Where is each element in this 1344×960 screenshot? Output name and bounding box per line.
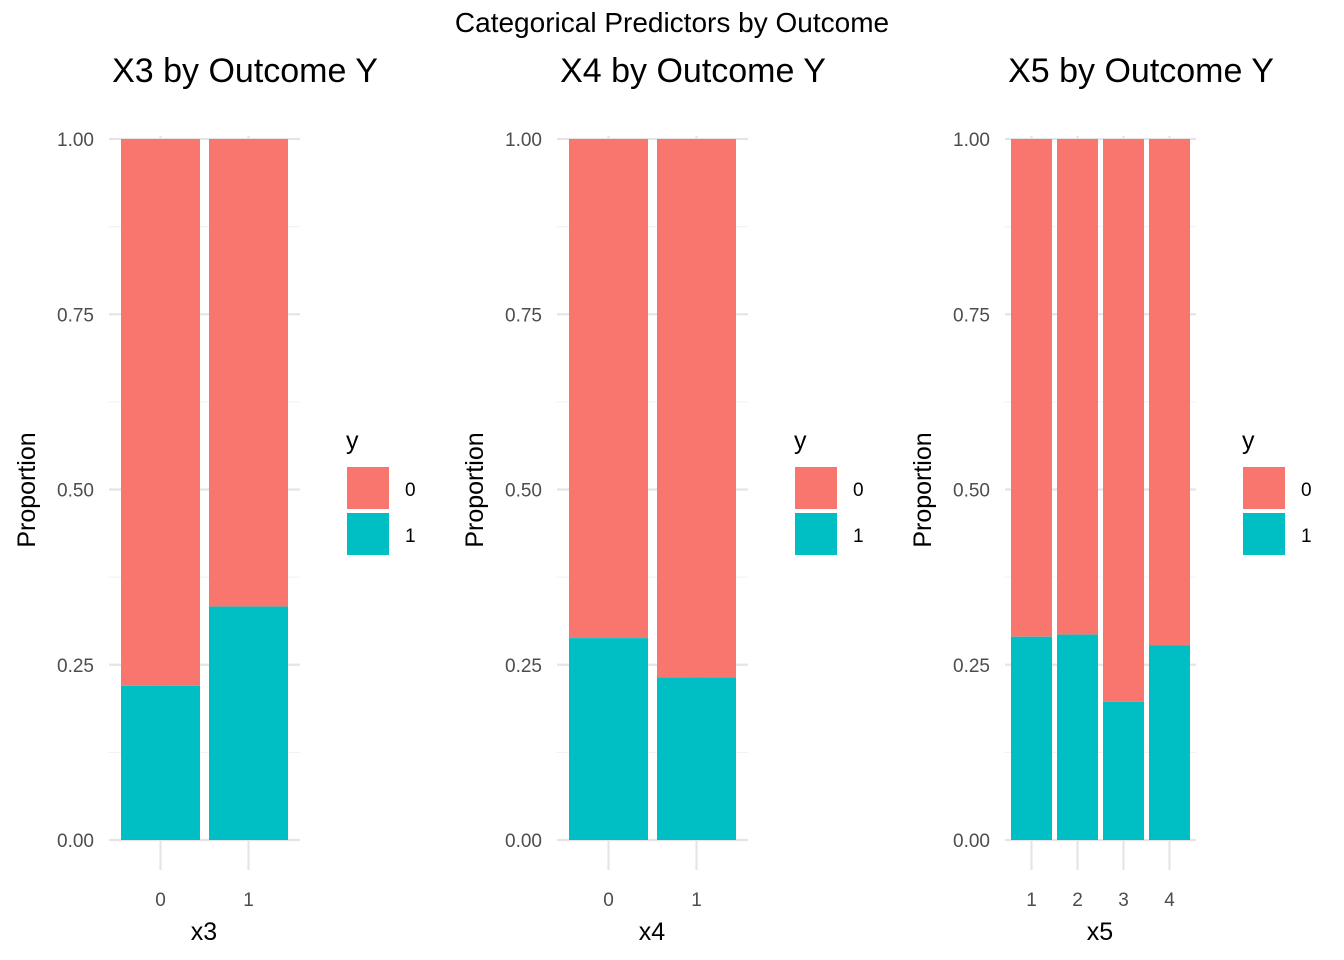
- bar-y1-2: [1057, 634, 1098, 840]
- y-tick-label: 0.00: [57, 831, 94, 852]
- legend-key-1: [347, 513, 389, 555]
- bar-y1-4: [1149, 645, 1190, 840]
- legend-label: 0: [405, 480, 416, 501]
- panel-3: X5 by Outcome Y 0.00 0.25 0.50 0.75 1.00 1 2 3 4 x…: [909, 52, 1312, 946]
- legend-title: y: [794, 427, 807, 455]
- legend-title: y: [346, 427, 359, 455]
- panel-2: X4 by Outcome Y 0.00 0.25 0.50 0.75 1.00 0 1 x4 P…: [461, 52, 864, 946]
- x-tick-label: 0: [155, 890, 166, 911]
- bar-y0-4: [1149, 139, 1190, 646]
- chart-panels: X3 by Outcome Y 0.00 0.25 0.50 0.75 1.00 0 1 x3 P…: [13, 52, 1312, 946]
- bar-y0-0: [121, 139, 200, 686]
- y-tick-label: 1.00: [953, 130, 990, 151]
- legend-key-0: [347, 467, 389, 509]
- legend-title: y: [1242, 427, 1255, 455]
- panel-title: X4 by Outcome Y: [560, 52, 826, 90]
- y-tick-label: 0.75: [57, 305, 94, 326]
- x-tick-label: 3: [1118, 890, 1129, 911]
- bar-y1-1: [1011, 636, 1052, 840]
- legend: y 0 1: [1242, 427, 1312, 555]
- legend: y 0 1: [794, 427, 864, 555]
- y-axis-title: Proportion: [13, 432, 41, 547]
- x-tick-label: 1: [691, 890, 702, 911]
- y-tick-label: 0.50: [953, 481, 990, 502]
- x-tick-label: 1: [1026, 890, 1037, 911]
- bar-y1-0: [569, 638, 648, 840]
- x-axis-title: x5: [1087, 918, 1113, 946]
- bar-y1-1: [657, 677, 736, 840]
- legend-label: 1: [853, 526, 864, 547]
- bar-y1-0: [121, 685, 200, 840]
- y-tick-label: 1.00: [505, 130, 542, 151]
- bar-y0-1: [209, 139, 288, 607]
- bar-y0-3: [1103, 139, 1144, 702]
- x-axis-title: x3: [191, 918, 217, 946]
- y-tick-label: 0.50: [57, 481, 94, 502]
- legend-label: 1: [1301, 526, 1312, 547]
- x-tick-label: 1: [243, 890, 254, 911]
- y-tick-label: 1.00: [57, 130, 94, 151]
- legend-label: 0: [1301, 480, 1312, 501]
- bar-y0-0: [569, 139, 648, 639]
- y-tick-label: 0.25: [505, 656, 542, 677]
- panel-1: X3 by Outcome Y 0.00 0.25 0.50 0.75 1.00 0 1 x3 P…: [13, 52, 416, 946]
- y-tick-label: 0.50: [505, 481, 542, 502]
- legend-key-0: [795, 467, 837, 509]
- legend: y 0 1: [346, 427, 416, 555]
- bar-y0-2: [1057, 139, 1098, 635]
- y-tick-label: 0.75: [505, 305, 542, 326]
- x-tick-label: 0: [603, 890, 614, 911]
- legend-key-1: [1243, 513, 1285, 555]
- legend-label: 0: [853, 480, 864, 501]
- bar-y1-1: [209, 606, 288, 840]
- panel-title: X5 by Outcome Y: [1008, 52, 1274, 90]
- bar-y0-1: [657, 139, 736, 678]
- legend-label: 1: [405, 526, 416, 547]
- panel-title: X3 by Outcome Y: [112, 52, 378, 90]
- x-tick-label: 4: [1164, 890, 1175, 911]
- y-tick-label: 0.00: [953, 831, 990, 852]
- x-tick-label: 2: [1072, 890, 1083, 911]
- chart-supertitle: Categorical Predictors by Outcome: [455, 7, 889, 38]
- y-tick-label: 0.00: [505, 831, 542, 852]
- y-tick-label: 0.25: [953, 656, 990, 677]
- bar-y1-3: [1103, 701, 1144, 840]
- y-axis-title: Proportion: [909, 432, 937, 547]
- y-axis-title: Proportion: [461, 432, 489, 547]
- y-tick-label: 0.25: [57, 656, 94, 677]
- legend-key-0: [1243, 467, 1285, 509]
- y-tick-label: 0.75: [953, 305, 990, 326]
- legend-key-1: [795, 513, 837, 555]
- x-axis-title: x4: [639, 918, 666, 946]
- bar-y0-1: [1011, 139, 1052, 637]
